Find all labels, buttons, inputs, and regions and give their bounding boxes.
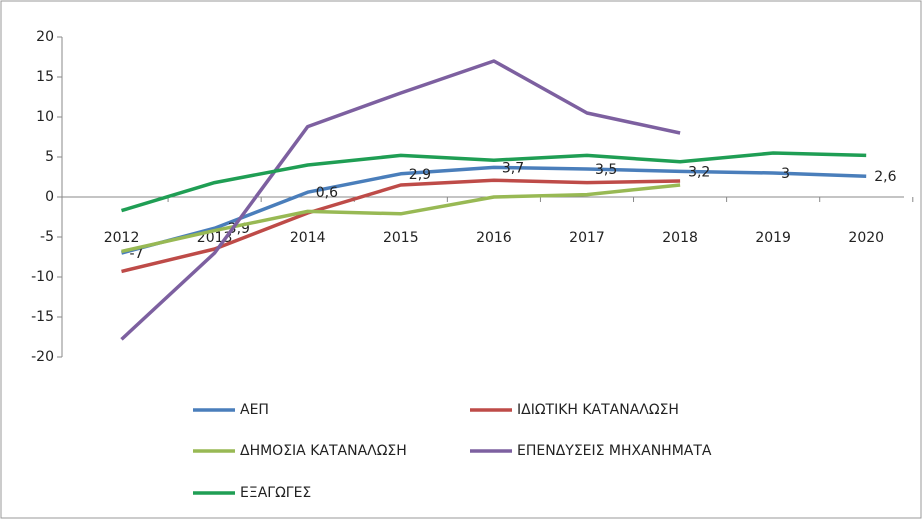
series-line [121, 165, 867, 255]
x-tick-label: 2012 [104, 230, 140, 246]
y-tick-label: -15 [31, 309, 54, 325]
series-line [121, 178, 681, 274]
data-label: 3 [781, 166, 790, 182]
x-tick-label: 2019 [755, 230, 791, 246]
y-tick-label: 0 [45, 189, 54, 205]
y-tick-label: 20 [36, 29, 54, 45]
legend-label: ΔΗΜΟΣΙΑ ΚΑΤΑΝΑΛΩΣΗ [240, 443, 407, 459]
data-label: 2,9 [409, 167, 431, 183]
legend-label: ΑΕΠ [240, 402, 269, 418]
series-line [121, 183, 681, 254]
data-label: 3,5 [595, 162, 617, 178]
x-tick-label: 2018 [662, 230, 698, 246]
y-tick-label: 15 [36, 69, 54, 85]
y-tick-label: 5 [45, 149, 54, 165]
y-tick-label: -20 [31, 349, 54, 365]
data-label: 2,6 [874, 169, 896, 185]
data-label: 3,2 [688, 164, 710, 180]
x-tick-label: 2014 [290, 230, 326, 246]
legend-label: ΕΠΕΝΔΥΣΕΙΣ ΜΗΧΑΝΗΜΑΤΑ [517, 443, 712, 459]
legend-label: ΕΞΑΓΩΓΕΣ [240, 485, 311, 501]
data-label: 0,6 [316, 185, 338, 201]
y-tick-label: -10 [31, 269, 54, 285]
x-tick-label: 2020 [848, 230, 884, 246]
x-tick-label: 2017 [569, 230, 605, 246]
y-tick-label: 10 [36, 109, 54, 125]
legend-label: ΙΔΙΩΤΙΚΗ ΚΑΤΑΝΑΛΩΣΗ [517, 402, 679, 418]
x-tick-label: 2016 [476, 230, 512, 246]
y-tick-label: -5 [40, 229, 54, 245]
series-line [120, 151, 867, 213]
x-tick-label: 2015 [383, 230, 419, 246]
series-line [120, 59, 681, 341]
data-label: 3,7 [502, 160, 524, 176]
